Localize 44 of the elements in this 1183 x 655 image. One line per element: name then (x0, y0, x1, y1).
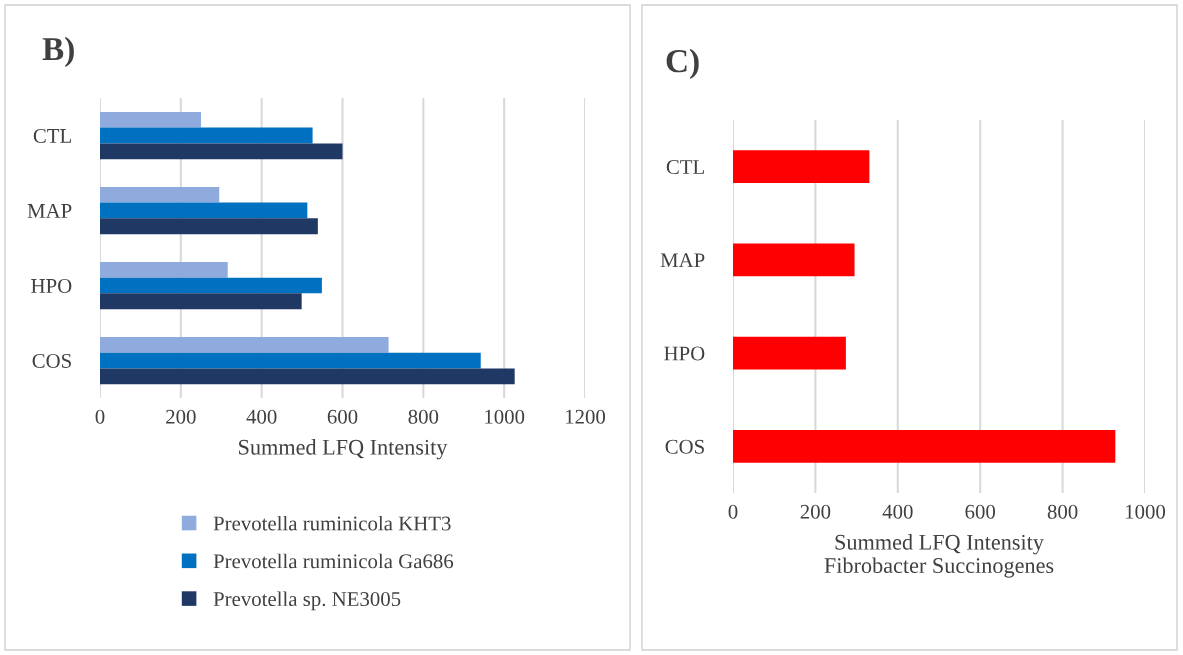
x-tick-label: 200 (166, 409, 196, 424)
x-tick-label: 600 (327, 409, 358, 424)
x-tick-label: 0 (95, 409, 105, 424)
bar (100, 218, 318, 235)
chart-title: B) (42, 36, 74, 68)
x-tick-label: 1000 (485, 409, 525, 424)
y-tick-label: COS (32, 353, 71, 368)
x-tick-label: 1200 (566, 409, 606, 424)
bar (100, 143, 343, 160)
bar (100, 186, 220, 203)
x-tick-label: 0 (728, 504, 738, 519)
y-tick-label: MAP (27, 203, 72, 218)
y-tick-label: HPO (664, 346, 705, 361)
legend-label: Prevotella ruminicola Ga686 (213, 553, 454, 569)
bar (100, 202, 308, 219)
bar (100, 293, 302, 310)
x-tick-label: 800 (1047, 504, 1078, 519)
y-tick-label: MAP (660, 253, 705, 268)
bar (100, 127, 313, 144)
x-axis-title: Summed LFQ Intensity (239, 439, 448, 460)
bar (733, 150, 870, 183)
y-tick-label: HPO (31, 278, 72, 293)
legend-label: Prevotella sp. NE3005 (213, 591, 401, 611)
bar (100, 368, 515, 385)
y-tick-label: CTL (33, 128, 71, 143)
bar (100, 336, 389, 353)
x-tick-label: 1000 (1126, 504, 1166, 519)
x-tick-label: 600 (965, 504, 996, 519)
chart-title: C) (666, 48, 699, 80)
bar (733, 336, 846, 370)
x-axis-title: Summed LFQ Intensity Fibrobacter Succinogenes (824, 534, 1054, 578)
bar (100, 277, 322, 294)
y-tick-label: CTL (666, 160, 704, 175)
bar (100, 111, 202, 128)
bar (733, 243, 855, 277)
x-tick-label: 800 (408, 409, 439, 424)
bar (733, 430, 1116, 463)
bar (100, 352, 481, 369)
legend-label: Prevotella ruminicola KHT3 (213, 515, 451, 531)
bar (100, 261, 228, 278)
y-tick-label: COS (665, 439, 704, 454)
x-tick-label: 200 (800, 504, 831, 519)
x-tick-label: 400 (246, 409, 277, 424)
x-tick-label: 400 (882, 504, 913, 519)
